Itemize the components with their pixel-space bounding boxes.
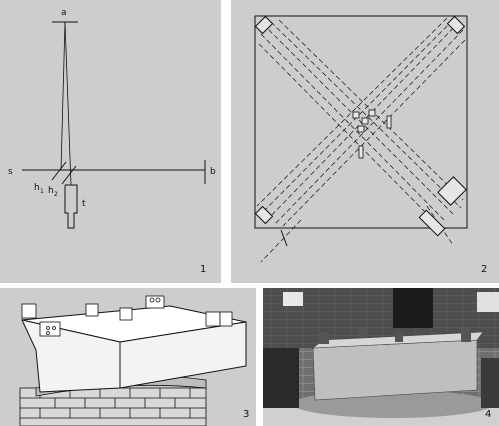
slab-mirror-mounts [21, 295, 233, 337]
panel-4-apparatus-photograph: 4 [263, 288, 499, 426]
dashed-light-paths [256, 17, 466, 263]
label-h2: h [48, 186, 54, 196]
corner-mirror-mounts [254, 15, 467, 237]
optical-path-diagram: a s b h 1 h 2 t [8, 8, 216, 229]
center-mirrors [352, 109, 392, 159]
label-b: b [210, 167, 216, 177]
window-left [283, 292, 303, 306]
panel-1-optical-schematic: a s b h 1 h 2 t 1 [0, 0, 221, 283]
label-h1: h [34, 183, 40, 193]
dark-doorway [393, 288, 433, 328]
label-h2-subscript: 2 [54, 191, 58, 198]
panel-3-apparatus-drawing: 3 [0, 288, 256, 426]
plate-h1 [51, 161, 67, 181]
panel-number: 2 [481, 264, 488, 275]
window-right [477, 292, 499, 312]
telescope-t [64, 184, 78, 229]
slab-side-face [119, 321, 247, 389]
label-t: t [82, 199, 86, 209]
panel-number: 3 [243, 409, 250, 420]
panel-number: 1 [200, 264, 207, 275]
panel-number: 4 [485, 409, 492, 420]
beam-a-right [64, 21, 72, 186]
stone-slab [312, 339, 478, 401]
photo-mirror-mounts [319, 328, 471, 344]
apparatus-line-drawing [19, 295, 247, 426]
left-dark-area [263, 348, 299, 408]
mirror-paths-diagram [254, 15, 468, 263]
apparatus-photo-rendering [263, 288, 499, 426]
label-s: s [8, 167, 13, 177]
label-a: a [61, 8, 67, 18]
path-marker [280, 229, 288, 247]
slab-front-face [21, 319, 121, 393]
label-h1-subscript: 1 [40, 188, 44, 195]
panel-2-mirror-layout: 2 [231, 0, 499, 283]
beam-a-left [60, 21, 66, 171]
right-dark-area [481, 358, 499, 408]
brick-pier [19, 387, 207, 426]
plate-h2 [61, 165, 77, 185]
square-plate-outline [254, 15, 468, 229]
